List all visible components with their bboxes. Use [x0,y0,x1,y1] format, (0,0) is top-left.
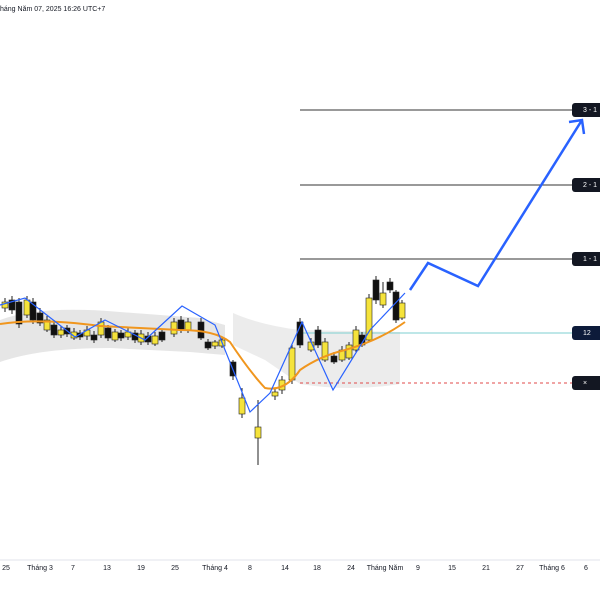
level-label: × [583,380,587,387]
x-axis-label: 7 [71,565,75,572]
candles [1,276,406,465]
candle-body [321,341,329,361]
candle-body [330,355,338,363]
candle-body [379,292,387,306]
x-axis-label: 14 [281,565,289,572]
candle-body [386,281,394,291]
candle-body [197,321,205,339]
level-label: 12 [583,330,591,337]
projection-arrow [408,118,586,291]
x-axis-label: Tháng 3 [27,565,53,572]
level-badge [572,103,600,117]
x-axis-label: 19 [137,565,145,572]
candle-body [238,397,246,415]
x-axis-label: Tháng Năm [367,565,404,572]
candle-body [151,335,159,345]
zigzag [0,292,406,414]
level-label: 2 - 1 [583,182,597,189]
candle-body [90,334,98,341]
level-badge [572,326,600,340]
x-axis-label: 25 [171,565,179,572]
candle-body [254,426,262,439]
candle-body [144,335,152,343]
level-badge [572,178,600,192]
candle-body [15,301,23,325]
x-axis-label: Tháng 4 [202,565,228,572]
x-axis-label: 21 [482,565,490,572]
candle-body [372,279,380,301]
candle-body [57,329,65,336]
candle-body [398,302,406,319]
candle-body [117,332,125,339]
candle-body [76,332,84,338]
timestamp: háng Năm 07, 2025 16:26 UTC+7 [0,6,105,13]
x-axis-label: 18 [313,565,321,572]
candle-body [184,321,192,331]
x-axis-label: 15 [448,565,456,572]
candle-body [50,324,58,336]
candle-body [345,344,353,359]
candle-body [8,299,16,311]
candle-body [104,327,112,339]
level-label: 3 - 1 [583,107,597,114]
level-badge [572,252,600,266]
x-axis-label: 6 [584,565,588,572]
level-badge [572,376,600,390]
candle-body [170,321,178,335]
candle-body [211,341,219,347]
x-axis-label: Tháng 6 [539,565,565,572]
x-axis-label: 8 [248,565,252,572]
moving-average [0,320,406,390]
candle-body [36,312,44,324]
candle-body [111,331,119,341]
candle-body [23,299,31,316]
x-axis-label: 9 [416,565,420,572]
x-axis-label: 27 [516,565,524,572]
candle-body [314,329,322,346]
x-axis-label: 13 [103,565,111,572]
candle-body [288,347,296,381]
level-label: 1 - 1 [583,256,597,263]
candle-body [29,301,37,321]
candle-body [158,331,166,341]
candle-body [271,391,279,397]
candle-body [177,319,185,331]
candle-body [43,319,51,331]
x-axis-label: 24 [347,565,355,572]
x-axis-label: 25 [2,565,10,572]
candle-body [392,291,400,321]
candle-body [365,297,373,341]
candle-body [204,341,212,349]
